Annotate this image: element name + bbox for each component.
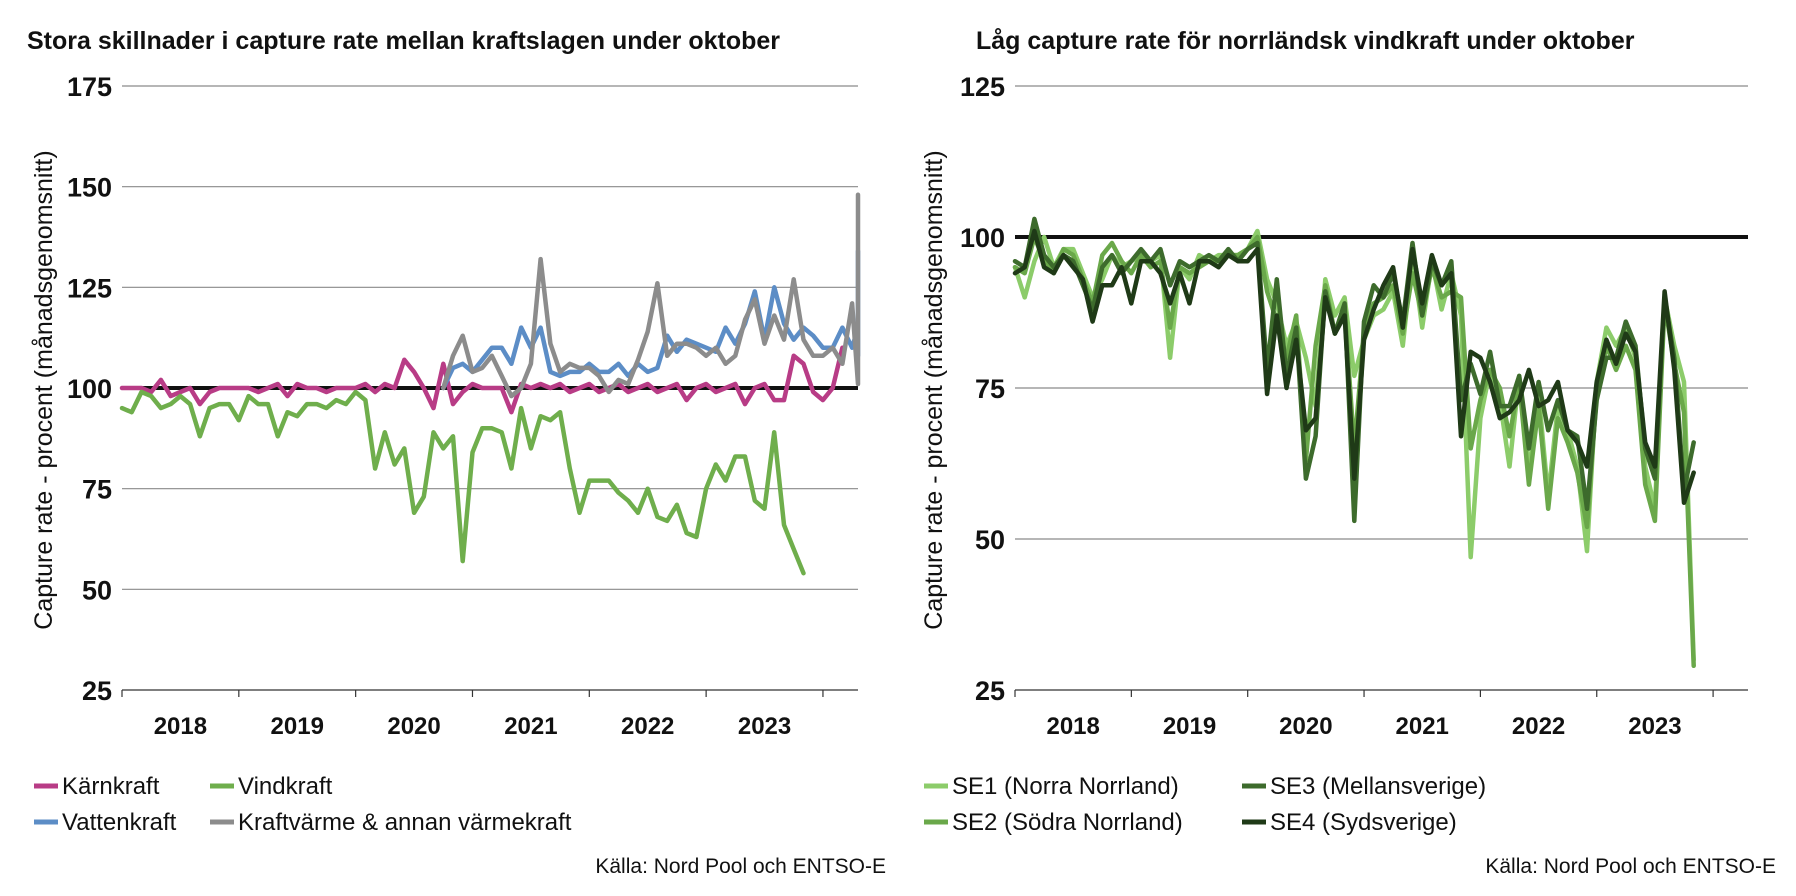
x-tick-labels: 2018 2019 2020 2021 2022 2023 bbox=[154, 713, 792, 740]
series-lines bbox=[119, 192, 861, 576]
y-tick-label: 25 bbox=[82, 676, 112, 706]
series-line-se4-sydsverige bbox=[1012, 228, 1696, 506]
y-tick-label: 25 bbox=[975, 676, 1005, 706]
series-line-se3-mellansverige bbox=[1012, 216, 1696, 524]
y-tick-label: 50 bbox=[975, 525, 1005, 555]
legend-label-se1: SE1 (Norra Norrland) bbox=[952, 773, 1179, 800]
legend: SE1 (Norra Norrland) SE3 (Mellansverige)… bbox=[924, 773, 1486, 836]
x-tick-label: 2022 bbox=[621, 713, 674, 740]
legend-label-kraftvarme: Kraftvärme & annan värmekraft bbox=[238, 809, 572, 836]
chart-right: Låg capture rate för norrländsk vindkraf… bbox=[920, 27, 1776, 878]
legend-label-se2: SE2 (Södra Norrland) bbox=[952, 809, 1183, 836]
y-tick-label: 150 bbox=[67, 173, 112, 203]
y-axis-label: Capture rate - procent (månadsgenomsnitt… bbox=[30, 150, 58, 629]
legend-label-se4: SE4 (Sydsverige) bbox=[1270, 809, 1457, 836]
x-tick-label: 2020 bbox=[387, 713, 440, 740]
y-tick-label: 175 bbox=[67, 72, 112, 102]
legend-label-karnkraft: Kärnkraft bbox=[62, 773, 160, 800]
y-tick-label: 75 bbox=[82, 475, 112, 505]
legend-label-vattenkraft: Vattenkraft bbox=[62, 809, 177, 836]
series-line-kraftv-rme-annan-v-rmekraft bbox=[441, 192, 861, 399]
x-tick-label: 2022 bbox=[1512, 713, 1565, 740]
x-tick-label: 2021 bbox=[1396, 713, 1449, 740]
legend-label-vindkraft: Vindkraft bbox=[238, 773, 333, 800]
x-tick-marks bbox=[1014, 690, 1714, 697]
x-tick-marks bbox=[121, 690, 824, 697]
y-tick-label: 100 bbox=[960, 223, 1005, 253]
legend: Kärnkraft Vindkraft Vattenkraft Kraftvär… bbox=[34, 773, 572, 836]
series-line-k-rnkraft bbox=[119, 345, 845, 415]
x-tick-label: 2020 bbox=[1279, 713, 1332, 740]
gridlines bbox=[122, 85, 858, 590]
x-tick-label: 2021 bbox=[504, 713, 557, 740]
y-tick-label: 75 bbox=[975, 374, 1005, 404]
y-tick-labels: 25 50 75 100 125 bbox=[960, 72, 1005, 706]
y-tick-label: 125 bbox=[960, 72, 1005, 102]
y-tick-labels: 25 50 75 100 125 150 175 bbox=[67, 72, 112, 706]
series-line-vattenkraft bbox=[441, 248, 861, 391]
chart-left: Stora skillnader i capture rate mellan k… bbox=[27, 27, 886, 878]
x-tick-label: 2023 bbox=[1628, 713, 1681, 740]
x-tick-label: 2019 bbox=[1163, 713, 1216, 740]
x-tick-label: 2019 bbox=[271, 713, 324, 740]
series-lines bbox=[1012, 216, 1696, 669]
y-tick-label: 125 bbox=[67, 273, 112, 303]
x-tick-label: 2018 bbox=[154, 713, 207, 740]
x-tick-label: 2023 bbox=[738, 713, 791, 740]
x-tick-labels: 2018 2019 2020 2021 2022 2023 bbox=[1046, 713, 1681, 740]
chart-title: Låg capture rate för norrländsk vindkraf… bbox=[976, 27, 1635, 55]
y-tick-label: 100 bbox=[67, 374, 112, 404]
x-tick-label: 2018 bbox=[1046, 713, 1099, 740]
source-note: Källa: Nord Pool och ENTSO-E bbox=[595, 855, 886, 878]
y-axis-label: Capture rate - procent (månadsgenomsnitt… bbox=[920, 150, 948, 629]
chart-title: Stora skillnader i capture rate mellan k… bbox=[27, 27, 780, 55]
source-note: Källa: Nord Pool och ENTSO-E bbox=[1485, 855, 1776, 878]
legend-label-se3: SE3 (Mellansverige) bbox=[1270, 773, 1486, 800]
y-tick-label: 50 bbox=[82, 575, 112, 605]
series-line-vindkraft bbox=[119, 389, 806, 576]
